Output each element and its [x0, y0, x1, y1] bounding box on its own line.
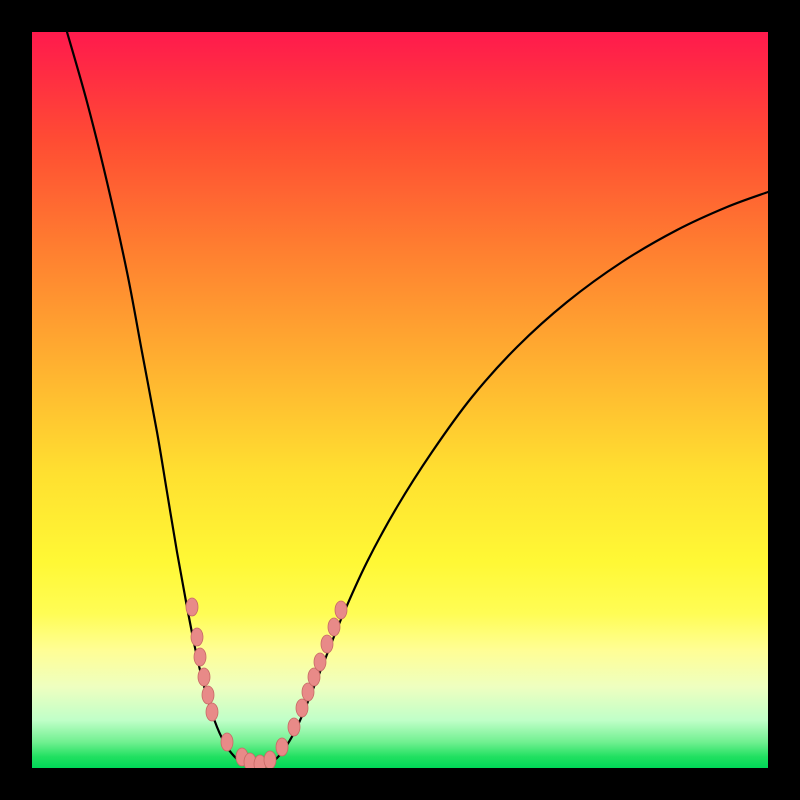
frame-left	[0, 0, 32, 800]
data-marker	[314, 653, 326, 671]
data-marker	[264, 751, 276, 768]
data-marker	[328, 618, 340, 636]
data-marker	[191, 628, 203, 646]
plot-area	[32, 32, 768, 768]
data-marker	[202, 686, 214, 704]
data-marker	[296, 699, 308, 717]
frame-bottom	[0, 768, 800, 800]
data-marker	[288, 718, 300, 736]
data-marker	[198, 668, 210, 686]
frame-top	[0, 0, 800, 32]
chart-canvas: TheBottleneck.com	[0, 0, 800, 800]
curve-layer	[32, 32, 768, 768]
data-marker	[276, 738, 288, 756]
data-marker	[335, 601, 347, 619]
curve-right-branch	[257, 192, 768, 767]
curve-left-branch	[67, 32, 257, 767]
data-marker	[186, 598, 198, 616]
data-marker	[206, 703, 218, 721]
data-marker	[221, 733, 233, 751]
data-marker	[321, 635, 333, 653]
frame-right	[768, 0, 800, 800]
data-marker	[194, 648, 206, 666]
